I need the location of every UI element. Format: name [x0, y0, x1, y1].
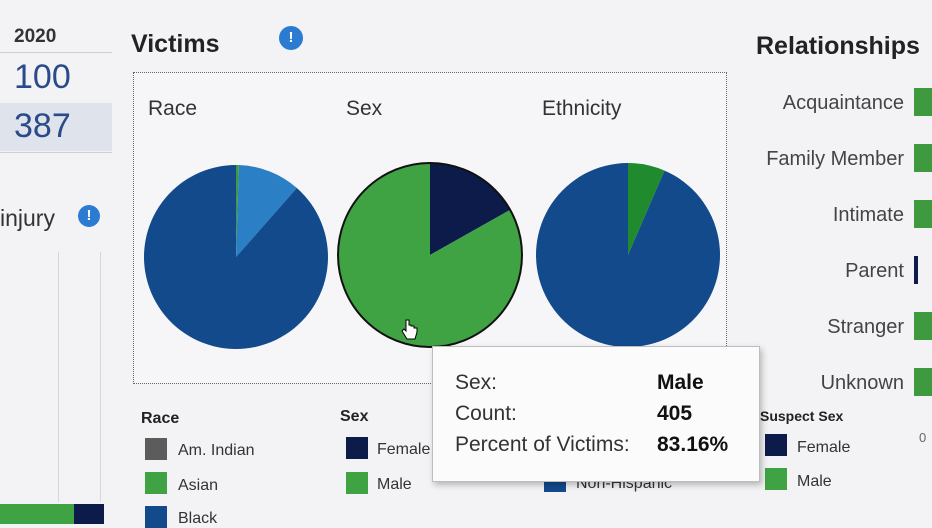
- ethnicity-pie[interactable]: [536, 163, 720, 347]
- ethnicity-pie-label: Ethnicity: [542, 97, 622, 120]
- gridline: [100, 252, 101, 502]
- legend-swatch-black[interactable]: [145, 506, 167, 528]
- legend-label-black: Black: [178, 510, 218, 527]
- relationship-label: Unknown: [820, 372, 904, 394]
- legend-swatch-asian[interactable]: [145, 472, 167, 494]
- count-value[interactable]: 100: [14, 58, 71, 96]
- legend-label-male: Male: [377, 476, 412, 493]
- legend-label-suspect-male: Male: [797, 473, 832, 490]
- pie-slice-asian[interactable]: [236, 165, 297, 257]
- relationship-bar[interactable]: [914, 312, 932, 340]
- bar-segment-navy[interactable]: [74, 504, 104, 524]
- tooltip-sex-value: Male: [657, 371, 704, 394]
- relationship-bar[interactable]: [914, 88, 932, 116]
- race-legend-title: Race: [141, 410, 180, 427]
- relationships-title: Relationships: [756, 32, 920, 60]
- legend-swatch-am-indian[interactable]: [145, 438, 167, 460]
- info-icon[interactable]: !: [78, 205, 100, 227]
- legend-label-suspect-female: Female: [797, 439, 851, 456]
- relationship-label: Stranger: [827, 316, 904, 338]
- victims-title: Victims: [131, 30, 220, 58]
- legend-swatch-suspect-male[interactable]: [765, 468, 787, 490]
- legend-label-am-indian: Am. Indian: [178, 442, 255, 459]
- legend-label-asian: Asian: [178, 477, 219, 494]
- sex-legend-title: Sex: [340, 408, 369, 425]
- sex-pie[interactable]: [337, 162, 523, 348]
- relationship-label: Intimate: [832, 204, 904, 226]
- tooltip-sex-label: Sex:: [455, 371, 498, 394]
- sex-pie-label: Sex: [346, 97, 383, 120]
- relationship-bar[interactable]: [914, 256, 918, 284]
- relationship-bar[interactable]: [914, 144, 932, 172]
- pie-slice-male[interactable]: [338, 163, 522, 347]
- year-header: 2020: [14, 26, 57, 47]
- selected-row-highlight[interactable]: [0, 103, 112, 151]
- tooltip-count-value: 405: [657, 402, 693, 425]
- divider: [0, 52, 112, 53]
- legend-label-female: Female: [377, 441, 431, 458]
- relationship-label: Family Member: [766, 148, 904, 170]
- legend-swatch-suspect-female[interactable]: [765, 434, 787, 456]
- legend-swatch-female[interactable]: [346, 437, 368, 459]
- pie-slice-hispanic[interactable]: [628, 163, 665, 255]
- hand-cursor-icon: [401, 319, 418, 340]
- tooltip-percent-label: Percent of Victims:: [455, 433, 630, 456]
- info-icon[interactable]: !: [279, 26, 303, 50]
- suspect-sex-legend-title: Suspect Sex: [760, 408, 844, 424]
- pie-slice-am-indian[interactable]: [236, 165, 239, 257]
- axis-tick: 0: [919, 430, 927, 445]
- selected-pie-outline: [337, 162, 523, 348]
- relationship-label: Parent: [845, 260, 904, 282]
- relationship-bar[interactable]: [914, 368, 932, 396]
- pie-slice-black[interactable]: [144, 165, 328, 349]
- divider: [0, 152, 112, 153]
- tooltip-count-label: Count:: [455, 402, 517, 425]
- legend-swatch-male[interactable]: [346, 472, 368, 494]
- race-pie-label: Race: [148, 97, 198, 120]
- relationship-label: Acquaintance: [782, 92, 904, 114]
- relationship-bar[interactable]: [914, 200, 932, 228]
- victims-pie-charts[interactable]: [133, 150, 733, 360]
- gridline: [58, 252, 59, 502]
- pie-slice-non-hispanic[interactable]: [536, 163, 720, 347]
- tooltip-percent-value: 83.16%: [657, 433, 729, 456]
- tooltip: Sex: Male Count: 405 Percent of Victims:…: [432, 346, 760, 482]
- injury-title: injury: [0, 205, 55, 231]
- bar-segment-green[interactable]: [0, 504, 74, 524]
- count-value-selected[interactable]: 387: [14, 107, 71, 145]
- race-pie[interactable]: [144, 165, 328, 349]
